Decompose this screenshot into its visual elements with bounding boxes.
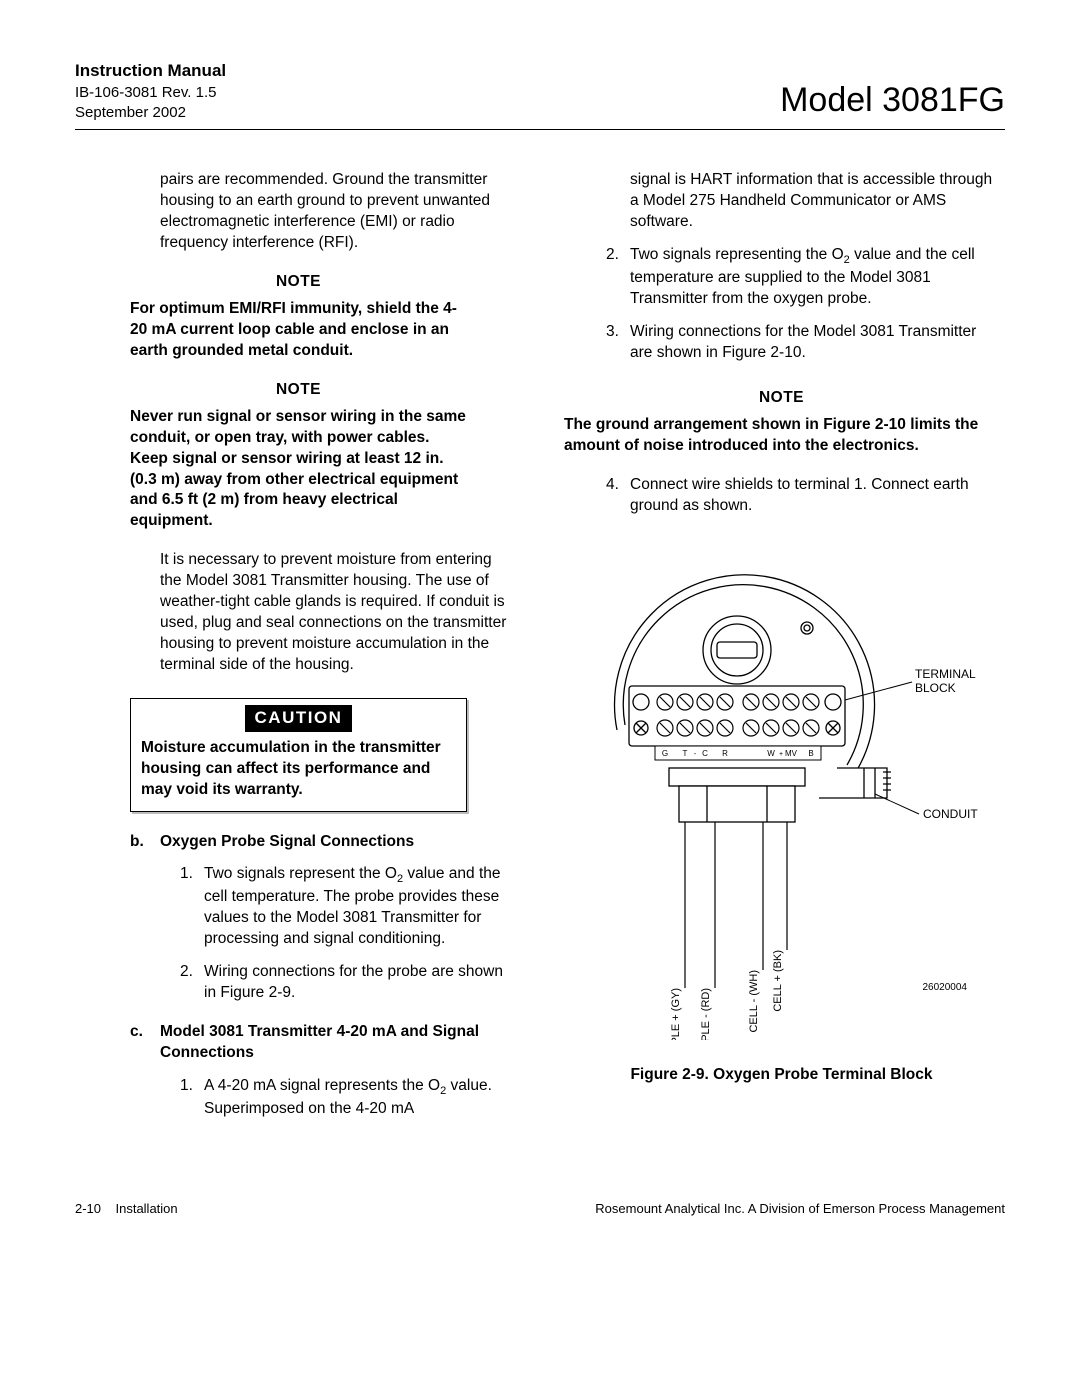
svg-text:T: T xyxy=(682,749,687,758)
footer-left: 2-10 Installation xyxy=(75,1200,178,1218)
svg-text:G: G xyxy=(661,749,667,758)
page-footer: 2-10 Installation Rosemount Analytical I… xyxy=(75,1200,1005,1218)
list-item: 2. Wiring connections for the probe are … xyxy=(180,962,522,1004)
section-c-heading: c. Model 3081 Transmitter 4-20 mA and Si… xyxy=(130,1022,522,1064)
section-title: Model 3081 Transmitter 4-20 mA and Signa… xyxy=(160,1022,522,1064)
drawing-number: 26020004 xyxy=(922,982,967,993)
list-item: 1. A 4-20 mA signal represents the O2 va… xyxy=(180,1076,522,1120)
terminal-block-diagram: GTCRWMVB-+ xyxy=(567,550,997,1040)
column-right: signal is HART information that is acces… xyxy=(558,170,1005,1086)
section-letter: b. xyxy=(130,832,160,853)
item-number: 2. xyxy=(180,962,204,1004)
paragraph: It is necessary to prevent moisture from… xyxy=(160,550,516,676)
svg-text:MV: MV xyxy=(785,749,798,758)
item-text: Two signals represent the O2 value and t… xyxy=(204,864,522,950)
section-b-heading: b. Oxygen Probe Signal Connections xyxy=(130,832,522,853)
model-number: Model 3081FG xyxy=(780,78,1005,124)
label-tc-plus: THERMOCOUPLE + (GY) xyxy=(670,988,682,1040)
svg-text:W: W xyxy=(767,749,775,758)
caution-body: Moisture accumulation in the transmitter… xyxy=(141,738,456,801)
figure-2-9: GTCRWMVB-+ xyxy=(558,550,1005,1086)
column-left: pairs are recommended. Ground the transm… xyxy=(75,170,522,1119)
item-number: 4. xyxy=(606,475,630,517)
doc-date: September 2002 xyxy=(75,103,226,123)
item-number: 1. xyxy=(180,1076,204,1120)
note-heading: NOTE xyxy=(75,272,522,293)
manual-title: Instruction Manual xyxy=(75,60,226,83)
note-body: The ground arrangement shown in Figure 2… xyxy=(564,415,999,457)
note-body: For optimum EMI/RFI immunity, shield the… xyxy=(130,299,467,362)
figure-caption: Figure 2-9. Oxygen Probe Terminal Block xyxy=(558,1065,1005,1086)
label-tc-minus: THERMOCOUPLE - (RD) xyxy=(700,988,712,1040)
list-item: 1. Two signals represent the O2 value an… xyxy=(180,864,522,950)
text: Two signals representing the O xyxy=(630,246,844,263)
item-number: 3. xyxy=(606,322,630,364)
section-letter: c. xyxy=(130,1022,160,1064)
svg-text:BLOCK: BLOCK xyxy=(915,681,956,695)
note-heading: NOTE xyxy=(558,388,1005,409)
page-header: Instruction Manual IB-106-3081 Rev. 1.5 … xyxy=(75,60,1005,130)
label-cell-minus: CELL - (WH) xyxy=(748,970,760,1033)
item-text: Two signals representing the O2 value an… xyxy=(630,245,1005,310)
svg-text:R: R xyxy=(722,749,728,758)
item-text: Wiring connections for the Model 3081 Tr… xyxy=(630,322,1005,364)
label-cell-plus: CELL + (BK) xyxy=(772,950,784,1012)
header-left: Instruction Manual IB-106-3081 Rev. 1.5 … xyxy=(75,60,226,123)
list-item: 4. Connect wire shields to terminal 1. C… xyxy=(606,475,1005,517)
item-text: Connect wire shields to terminal 1. Conn… xyxy=(630,475,1005,517)
paragraph: pairs are recommended. Ground the transm… xyxy=(160,170,516,254)
svg-text:+: + xyxy=(778,751,782,758)
list-item: 3. Wiring connections for the Model 3081… xyxy=(606,322,1005,364)
item-number: 1. xyxy=(180,864,204,950)
label-conduit: CONDUIT xyxy=(923,807,978,821)
label-terminal-block: TERMINAL xyxy=(915,667,976,681)
note-body: Never run signal or sensor wiring in the… xyxy=(130,407,467,533)
svg-text:B: B xyxy=(808,749,813,758)
footer-right: Rosemount Analytical Inc. A Division of … xyxy=(595,1200,1005,1218)
item-number: 2. xyxy=(606,245,630,310)
section-title: Oxygen Probe Signal Connections xyxy=(160,832,414,853)
page-number: 2-10 xyxy=(75,1201,101,1216)
section-name: Installation xyxy=(115,1201,177,1216)
doc-ref: IB-106-3081 Rev. 1.5 xyxy=(75,83,226,103)
caution-box: CAUTION Moisture accumulation in the tra… xyxy=(130,698,467,812)
text: Two signals represent the O xyxy=(204,865,397,882)
paragraph: signal is HART information that is acces… xyxy=(630,170,999,233)
text: A 4-20 mA signal represents the O xyxy=(204,1077,440,1094)
caution-label: CAUTION xyxy=(245,705,353,732)
item-text: Wiring connections for the probe are sho… xyxy=(204,962,522,1004)
item-text: A 4-20 mA signal represents the O2 value… xyxy=(204,1076,522,1120)
body-columns: pairs are recommended. Ground the transm… xyxy=(75,170,1005,1119)
list-item: 2. Two signals representing the O2 value… xyxy=(606,245,1005,310)
svg-text:C: C xyxy=(702,749,708,758)
note-heading: NOTE xyxy=(75,380,522,401)
